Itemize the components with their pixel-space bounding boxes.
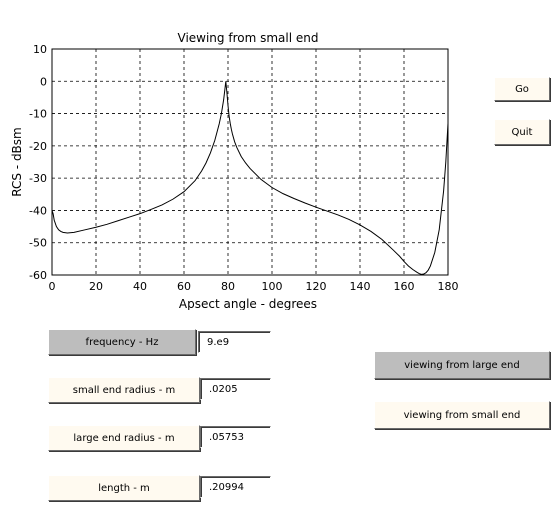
plot-frame — [51, 48, 449, 276]
viewing-from-large-end-button[interactable]: viewing from large end — [374, 351, 550, 379]
x-tick-label: 180 — [438, 280, 459, 293]
x-tick-label: 100 — [262, 280, 283, 293]
x-axis-label: Apsect angle - degrees — [179, 297, 317, 310]
viewing-from-small-end-button[interactable]: viewing from small end — [374, 401, 550, 429]
y-tick-label: -20 — [29, 140, 47, 153]
length-field[interactable]: .20994 — [200, 476, 271, 498]
x-tick-label: 140 — [350, 280, 371, 293]
x-tick-label: 80 — [221, 280, 235, 293]
y-tick-label: -40 — [29, 204, 47, 217]
y-tick-label: -30 — [29, 172, 47, 185]
x-tick-label: 0 — [49, 280, 56, 293]
x-tick-label: 60 — [177, 280, 191, 293]
small-end-radius-field[interactable]: .0205 — [200, 378, 271, 400]
y-tick-label: 10 — [33, 43, 47, 56]
small-end-radius-button[interactable]: small end radius - m — [48, 377, 200, 403]
rcs-curve — [51, 81, 449, 275]
quit-button[interactable]: Quit — [494, 119, 550, 145]
y-tick-label: -10 — [29, 108, 47, 121]
x-tick-labels: 0 20 40 60 80 100 120 140 160 180 — [49, 280, 459, 293]
rcs-plot: Viewing from small end 0 20 40 60 80 100 120 14… — [10, 31, 459, 310]
y-axis-label: RCS - dBsm — [10, 127, 24, 197]
y-tick-label: -60 — [29, 269, 47, 282]
frequency-button[interactable]: frequency - Hz — [48, 329, 196, 355]
length-button[interactable]: length - m — [48, 475, 200, 501]
large-end-radius-field[interactable]: .05753 — [200, 426, 271, 448]
y-tick-labels: 10 0 -10 -20 -30 -40 -50 -60 — [29, 43, 47, 282]
y-tick-label: 0 — [40, 75, 47, 88]
x-tick-label: 40 — [133, 280, 147, 293]
go-button[interactable]: Go — [494, 77, 550, 101]
y-tick-label: -50 — [29, 237, 47, 250]
plot-title: Viewing from small end — [178, 31, 319, 45]
x-tick-label: 120 — [306, 280, 327, 293]
x-tick-label: 20 — [89, 280, 103, 293]
x-tick-label: 160 — [394, 280, 415, 293]
frequency-field[interactable]: 9.e9 — [198, 331, 271, 353]
plot-grid — [52, 49, 448, 275]
large-end-radius-button[interactable]: large end radius - m — [48, 425, 200, 451]
